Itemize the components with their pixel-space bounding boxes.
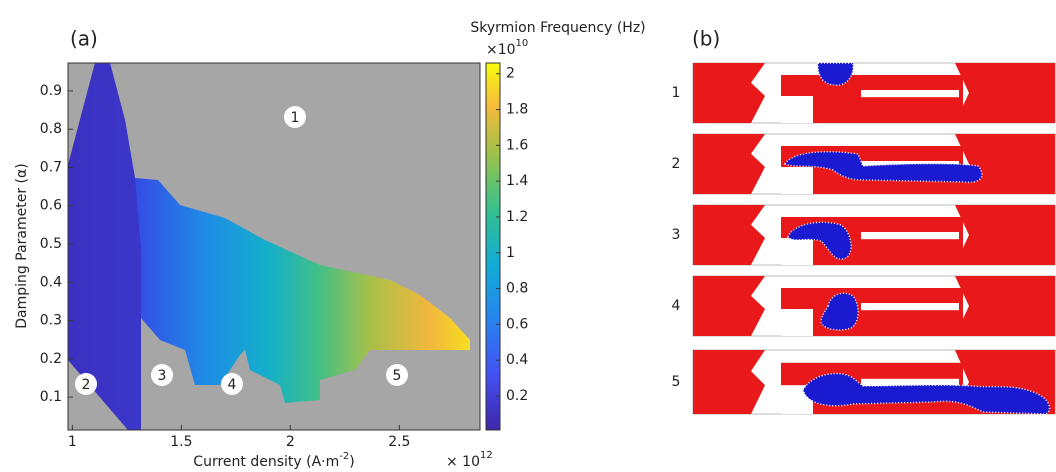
colorbar-tick-label: 2: [506, 66, 515, 82]
panel-label: (a): [70, 27, 98, 51]
panel-label-b: (b): [692, 27, 720, 51]
x-label-end: ): [349, 454, 354, 470]
magnet-right: [955, 134, 1055, 194]
channel: [861, 90, 959, 98]
y-tick-label: 0.6: [40, 198, 62, 214]
skyrmion: [817, 62, 854, 86]
colorbar-title: Skyrmion Frequency (Hz): [470, 20, 645, 36]
snapshot: [692, 204, 1056, 266]
colorbar-tick-label: 1: [506, 245, 515, 261]
y-tick-label: 0.9: [40, 83, 62, 99]
row-label: 4: [672, 298, 681, 314]
skyrmion: [783, 151, 983, 184]
row-label: 3: [672, 227, 681, 243]
x-label-text: Current density (A·m: [193, 454, 339, 470]
magnet-left: [693, 205, 765, 265]
channel: [861, 378, 959, 387]
colorbar-tick-label: 1.2: [506, 209, 528, 225]
colorbar: [485, 62, 501, 431]
region-label: 1: [291, 110, 300, 126]
notch: [781, 238, 813, 265]
colorbar-scale-base: ×10: [486, 42, 516, 58]
skyrmion: [787, 221, 852, 260]
region-label: 3: [158, 368, 167, 384]
x-tick-label: 2: [286, 434, 295, 450]
region-marker: [284, 106, 306, 128]
row-label: 1: [672, 85, 681, 101]
region-label: 5: [393, 368, 402, 384]
region-marker: [386, 364, 408, 386]
magnet-right: [955, 276, 1055, 336]
channel: [861, 303, 959, 311]
magnet-left: [693, 63, 765, 123]
y-tick-label: 0.8: [40, 121, 62, 137]
x-tick-label: 2.5: [388, 434, 410, 450]
region-marker: [75, 373, 97, 395]
x-scale-base: × 10: [446, 454, 480, 470]
region-marker: [221, 373, 243, 395]
x-tick-label: 1: [68, 434, 77, 450]
colorbar-scale: ×1010: [486, 38, 528, 58]
magnet-left: [693, 134, 765, 194]
x-tick-label: 1.5: [170, 434, 192, 450]
snapshot: [692, 275, 1056, 337]
snapshot: [692, 62, 1056, 124]
colorbar-tick-label: 0.4: [506, 352, 528, 368]
region-label: 2: [82, 377, 91, 393]
y-tick-label: 0.1: [40, 389, 62, 405]
plot-frame: [67, 62, 481, 431]
skyrmion: [820, 292, 859, 331]
skyrmion: [802, 372, 1051, 415]
colorbar-tick-label: 0.2: [506, 388, 528, 404]
row-label: 2: [672, 156, 681, 172]
magnet-left: [693, 276, 765, 336]
y-tick-label: 0.4: [40, 274, 62, 290]
y-tick-label: 0.5: [40, 236, 62, 252]
x-scale: × 1012: [446, 450, 493, 470]
x-label-exp: -2: [339, 451, 349, 462]
colorbar-tick-label: 0.6: [506, 316, 528, 332]
y-axis-label: Damping Parameter (α): [14, 163, 30, 328]
magnet-right: [955, 63, 1055, 123]
y-tick-label: 0.3: [40, 313, 62, 329]
colorbar-tick-label: 0.8: [506, 281, 528, 297]
y-tick-label: 0.7: [40, 159, 62, 175]
y-tick-label: 0.2: [40, 351, 62, 367]
notch: [781, 96, 813, 123]
channel: [861, 232, 959, 240]
region-marker: [151, 364, 173, 386]
colorbar-tick-label: 1.4: [506, 173, 528, 189]
colorbar-tick-label: 1.8: [506, 102, 528, 118]
x-axis-label: Current density (A·m-2): [193, 451, 354, 470]
heatmap-region: [68, 63, 470, 430]
region-label: 4: [228, 377, 237, 393]
magnet-right: [955, 205, 1055, 265]
row-label: 5: [672, 374, 681, 390]
colorbar-scale-exp: 10: [516, 38, 529, 49]
magnet-left: [693, 350, 765, 414]
snapshot: [692, 133, 1056, 195]
snapshot: [692, 349, 1056, 415]
x-scale-exp: 12: [480, 450, 493, 461]
notch: [781, 167, 813, 194]
heatmap-spike: [68, 63, 141, 430]
notch: [781, 309, 813, 336]
colorbar-tick-label: 1.6: [506, 137, 528, 153]
